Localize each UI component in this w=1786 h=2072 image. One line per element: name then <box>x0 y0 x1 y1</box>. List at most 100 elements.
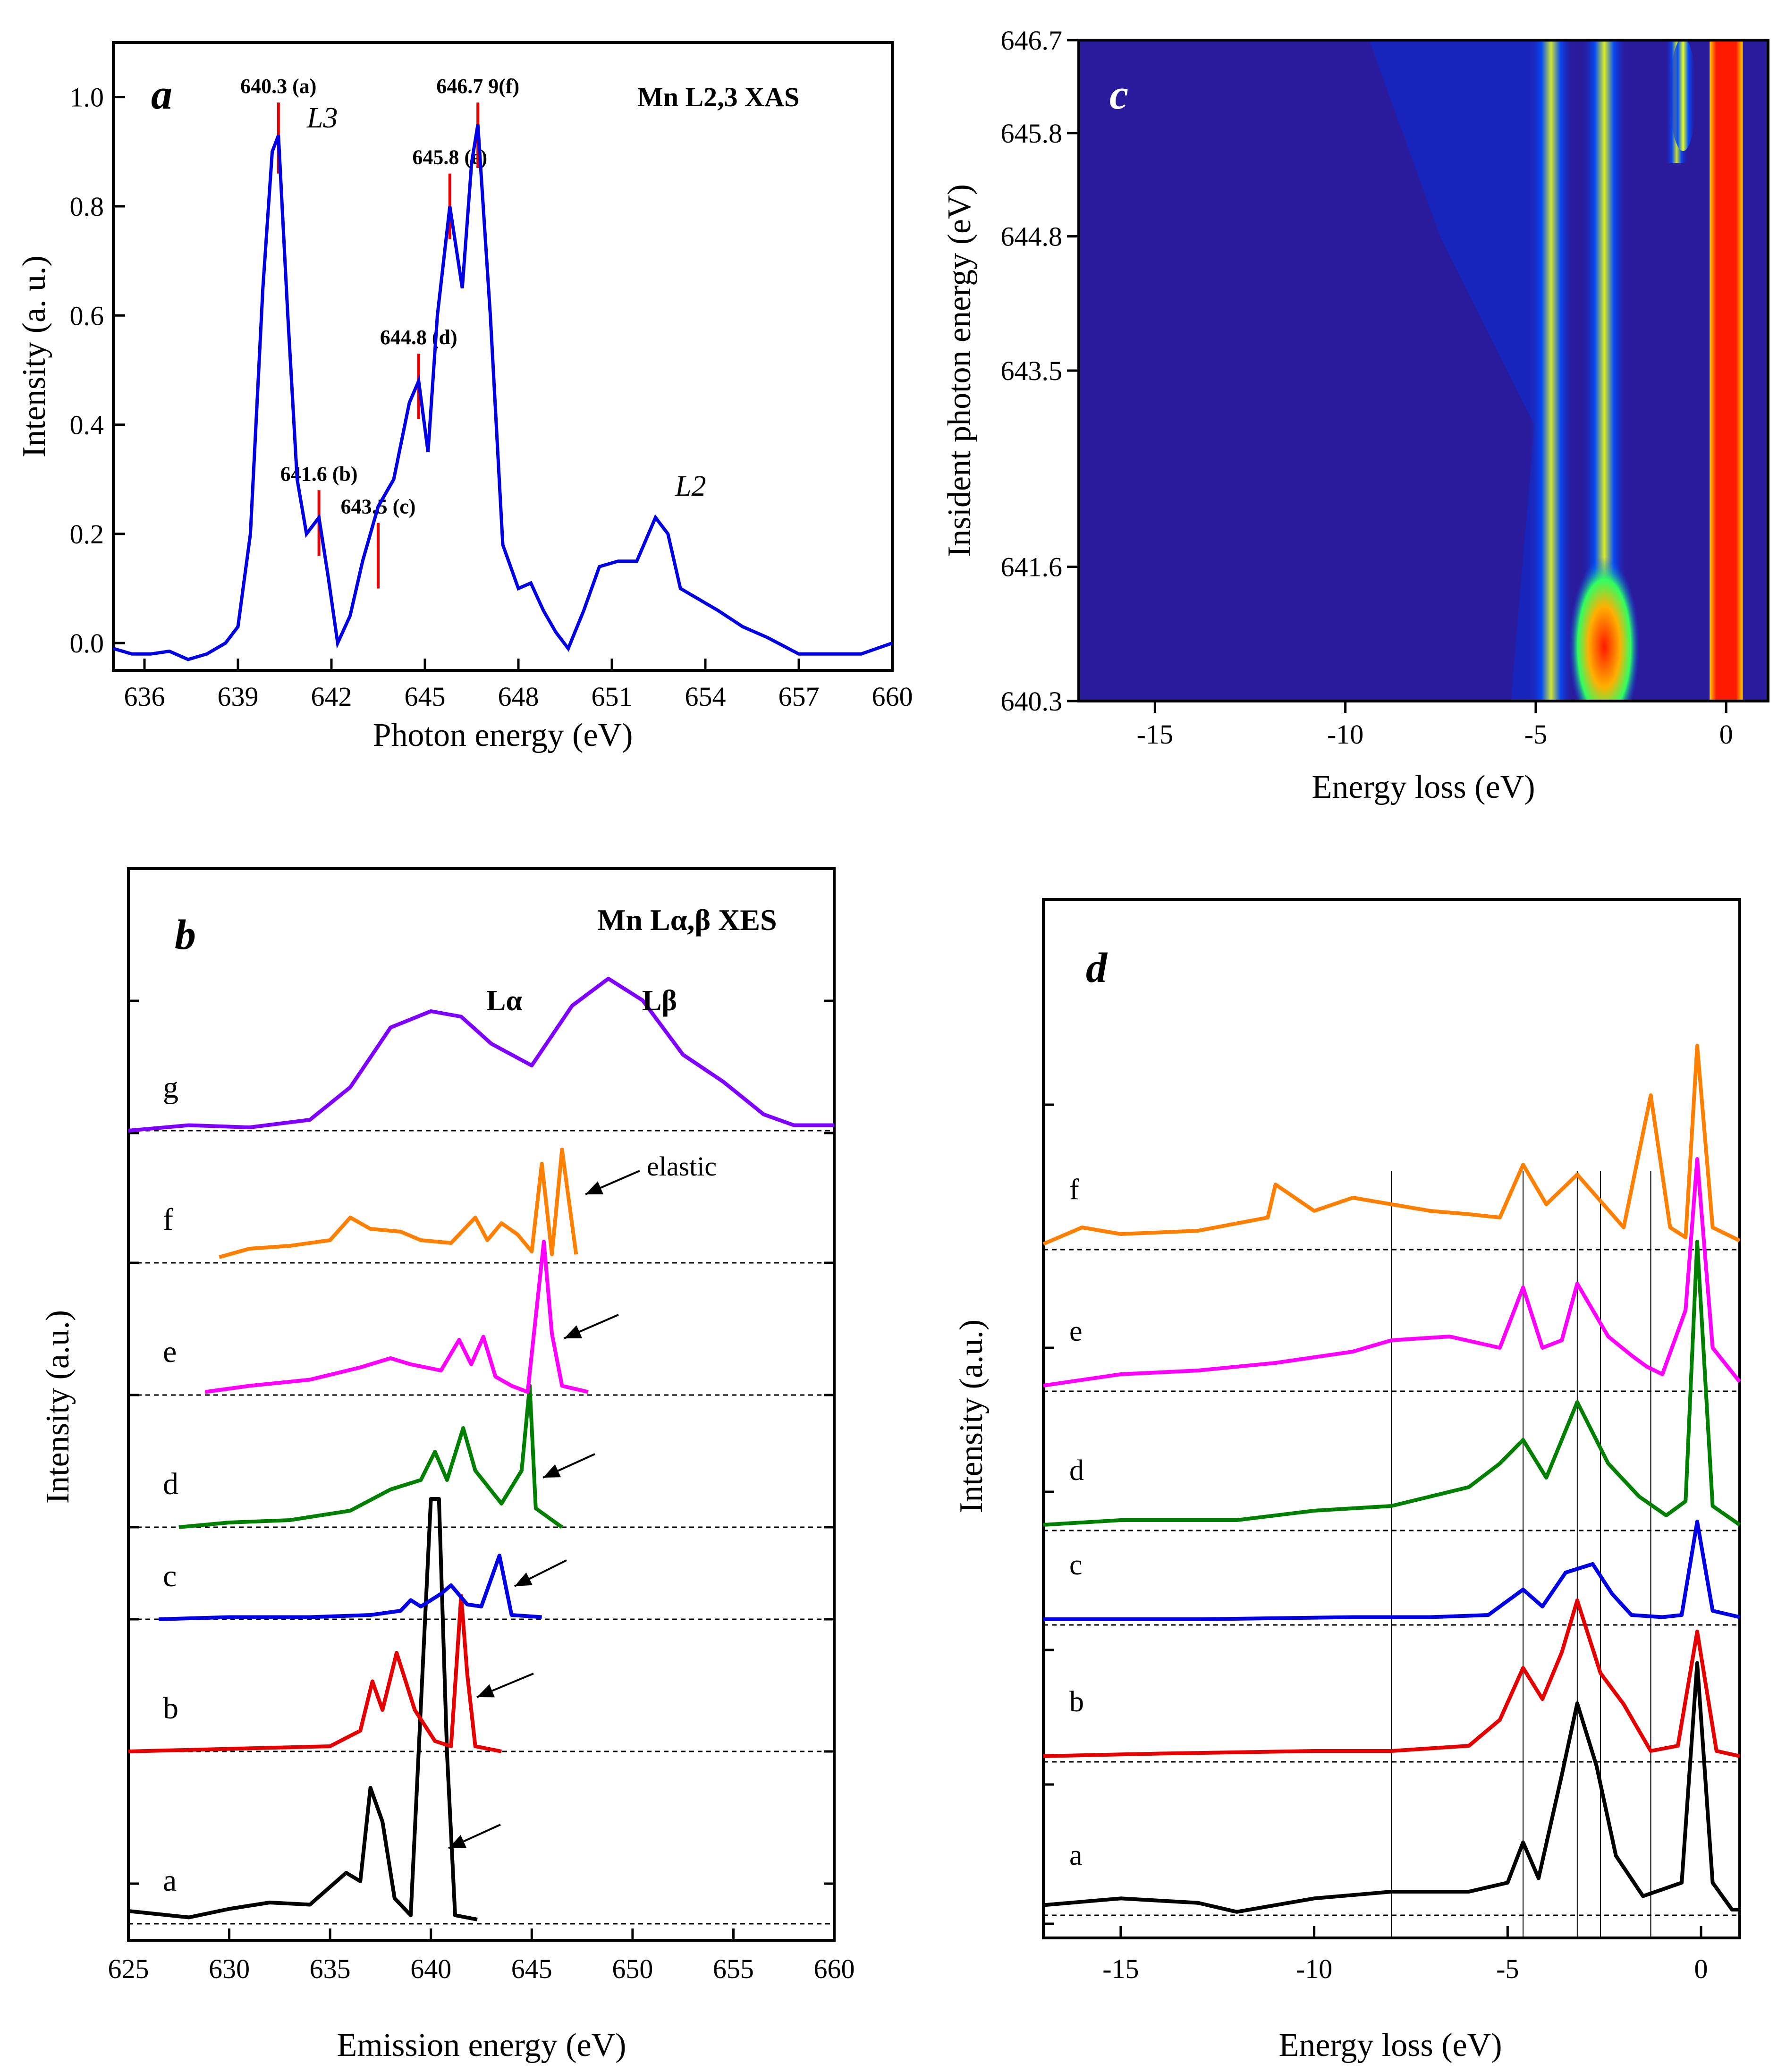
panel-a-marker-label: 640.3 (a) <box>240 75 316 98</box>
panel-a-ytick-label: 0.6 <box>70 300 104 331</box>
panel-b-curve-d <box>178 1384 563 1529</box>
panel-d-xtick-label: 0 <box>1694 1954 1708 1984</box>
panel-d-curve-f <box>1042 1044 1741 1246</box>
panel-c-ticks: -15 -10 -5 0 640.3 641.6 643.5 644.8 645.8 646.7 <box>1001 25 1733 750</box>
panel-a-ytick-label: 0.8 <box>70 191 104 222</box>
panel-d-baselines <box>1043 1249 1740 1916</box>
panel-b-curve-label: g <box>163 1070 178 1105</box>
panel-b-baselines <box>128 1130 834 1925</box>
panel-d-curve-label: f <box>1069 1174 1079 1206</box>
panel-a-xtick-label: 642 <box>311 681 352 712</box>
panel-b-plot-frame <box>127 867 836 1942</box>
panel-b-curve-c <box>158 1554 542 1621</box>
panel-b-xes-chart: 625 630 635 640 645 650 655 660 a b c d e f g b Mn Lα… <box>40 867 855 2064</box>
panel-a-l3-label: L3 <box>306 102 338 134</box>
panel-a-marker-label: 644.8 (d) <box>380 326 457 349</box>
panel-d-rixs-spectra: -15 -10 -5 0 a b c d e f d Energy loss (eV) Inte… <box>953 898 1742 2064</box>
panel-b-xtick-label: 640 <box>410 1954 451 1984</box>
panel-a-xtick-label: 654 <box>685 681 726 712</box>
panel-a-xas-chart: 636 639 642 645 648 651 654 657 660 0.0 0.2 0.4 0.6 0… <box>16 41 913 753</box>
panel-d-curve-b <box>1043 1598 1740 1758</box>
panel-b-xtick-label: 630 <box>209 1954 250 1984</box>
panel-a-marker-label: 645.8 (e) <box>412 146 487 169</box>
panel-b-curve-g <box>128 977 834 1133</box>
panel-b-ylabel: Intensity (a.u.) <box>40 1310 76 1504</box>
panel-d-curve-labels: a b c d e f <box>1069 1174 1084 1871</box>
panel-a-peak-markers: 640.3 (a)641.6 (b)643.5 (c)644.8 (d)645.… <box>240 75 519 589</box>
panel-b-curve-e <box>204 1240 589 1394</box>
panel-a-ylabel: Intensity (a. u.) <box>16 255 52 457</box>
panel-a-xtick-label: 657 <box>779 681 820 712</box>
panel-a-l2-label: L2 <box>675 470 706 502</box>
panel-a-ytick-label: 0.4 <box>70 410 104 440</box>
panel-d-letter: d <box>1086 945 1108 991</box>
panel-d-curve-label: d <box>1069 1455 1084 1487</box>
panel-b-xtick-label: 625 <box>108 1954 149 1984</box>
panel-b-xtick-label: 645 <box>511 1954 552 1984</box>
panel-d-curve-label: e <box>1069 1315 1083 1347</box>
panel-a-xtick-label: 645 <box>405 681 446 712</box>
panel-b-letter: b <box>175 912 196 958</box>
panel-a-ticks: 636 639 642 645 648 651 654 657 660 0.0 0.2 0.4 0.6 0… <box>70 82 913 712</box>
panel-d-curve-e <box>1043 1157 1742 1387</box>
panel-c-xtick-label: -15 <box>1137 719 1173 750</box>
panel-b-arrow-head <box>477 1684 495 1698</box>
panel-d-curve-label: a <box>1069 1839 1083 1871</box>
panel-a-xtick-label: 651 <box>592 681 633 712</box>
panel-b-xtick-label: 655 <box>713 1954 754 1984</box>
panel-c-band <box>1527 40 1575 701</box>
panel-b-arrow-head <box>449 1835 467 1848</box>
panel-b-xtick-label: 635 <box>310 1954 351 1984</box>
panel-d-curve-d <box>1043 1240 1741 1527</box>
panel-a-marker-label: 641.6 (b) <box>280 462 358 485</box>
panel-c-upper-blob <box>1670 40 1696 151</box>
panel-b-curve-label: b <box>163 1691 178 1725</box>
panel-d-xtick-label: -10 <box>1296 1954 1332 1984</box>
panel-b-curve-label: d <box>163 1467 178 1501</box>
panel-a-title: Mn L2,3 XAS <box>637 82 799 112</box>
panel-d-ticks: -15 -10 -5 0 <box>1043 1103 1708 1984</box>
panel-a-letter: a <box>151 71 172 118</box>
panel-a-ytick-label: 1.0 <box>70 82 104 113</box>
panel-b-l-beta: Lβ <box>642 985 677 1017</box>
panel-b-curve-b <box>128 1594 502 1753</box>
panel-b-curve-labels: a b c d e f g <box>163 1070 178 1898</box>
panel-d-xlabel: Energy loss (eV) <box>1278 2027 1502 2064</box>
panel-c-band <box>1710 40 1743 701</box>
panel-c-xlabel: Energy loss (eV) <box>1312 769 1535 805</box>
panel-a-ytick-label: 0.2 <box>70 519 104 550</box>
panel-d-curve-c <box>1043 1520 1740 1621</box>
panel-a-xtick-label: 636 <box>124 681 165 712</box>
panel-c-xtick-label: -5 <box>1524 719 1547 750</box>
panel-a-xtick-label: 639 <box>218 681 259 712</box>
panel-b-xtick-label: 650 <box>612 1954 653 1984</box>
panel-b-xtick-label: 660 <box>814 1954 855 1984</box>
panel-b-arrow-head <box>564 1325 583 1338</box>
panel-c-xtick-label: 0 <box>1719 719 1733 750</box>
panel-b-curve-label: f <box>163 1202 173 1237</box>
panel-a-xlabel: Photon energy (eV) <box>373 717 633 753</box>
panel-d-xtick-label: -15 <box>1102 1954 1139 1984</box>
panel-b-l-alpha: Lα <box>486 985 522 1017</box>
panel-b-curve-label: c <box>163 1559 177 1593</box>
panel-c-ytick-label: 641.6 <box>1001 552 1063 583</box>
panel-d-curves <box>1042 1044 1742 1914</box>
panel-b-xlabel: Emission energy (eV) <box>337 2027 626 2064</box>
panel-c-letter: c <box>1109 71 1128 118</box>
panel-b-curve-f <box>219 1148 578 1259</box>
panel-d-curve-label: c <box>1069 1549 1083 1581</box>
panel-b-arrow-head <box>543 1464 561 1478</box>
panel-d-curve-a <box>1043 1661 1740 1914</box>
panel-a-xas-curve <box>113 124 893 661</box>
panel-b-elastic-arrows <box>448 1170 640 1849</box>
panel-c-ytick-label: 645.8 <box>1001 118 1063 149</box>
panel-b-elastic-label: elastic <box>647 1151 717 1182</box>
panel-d-xtick-label: -5 <box>1496 1954 1519 1984</box>
panel-c-ytick-label: 644.8 <box>1001 221 1063 252</box>
panel-a-xtick-label: 660 <box>872 681 913 712</box>
panel-b-ticks: 625 630 635 640 645 650 655 660 <box>108 999 855 1984</box>
panel-a-marker-label: 646.7 9(f) <box>436 75 519 98</box>
panel-a-plot-frame <box>112 41 894 672</box>
panel-b-curve-a <box>128 1497 478 1921</box>
